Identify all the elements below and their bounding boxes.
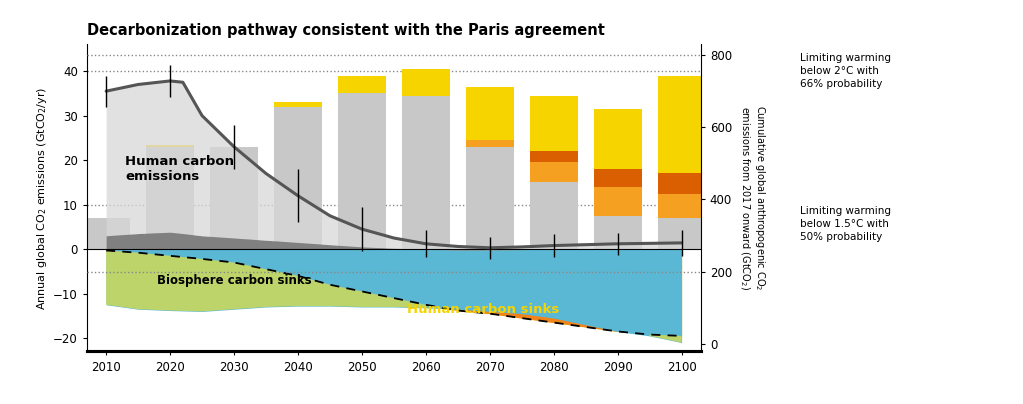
Bar [593,109,641,169]
Text: Decarbonization pathway consistent with the Paris agreement: Decarbonization pathway consistent with … [87,23,605,38]
Bar [658,76,706,173]
Bar [530,162,578,182]
Bar [210,147,258,249]
Bar [465,140,514,147]
Bar [658,173,706,194]
Bar [402,69,450,96]
Bar [465,147,514,249]
Bar [146,145,194,147]
Bar [530,182,578,249]
Text: Human carbon
emissions: Human carbon emissions [125,155,234,183]
Bar [593,187,641,216]
Bar [146,147,194,249]
Text: Biosphere carbon sinks: Biosphere carbon sinks [158,274,312,287]
Text: Human carbon sinks: Human carbon sinks [406,303,559,316]
Bar [338,76,386,93]
Bar [465,87,514,140]
Bar [82,218,130,249]
Bar [338,93,386,249]
Text: Limiting warming
below 1.5°C with
50% probability: Limiting warming below 1.5°C with 50% pr… [800,206,891,242]
Bar [593,216,641,249]
Text: Limiting warming
below 2°C with
66% probability: Limiting warming below 2°C with 66% prob… [800,53,891,89]
Bar [658,194,706,218]
Y-axis label: Cumulative global anthropogenic CO$_2$
emissions from 2017 onward (GtCO$_2$): Cumulative global anthropogenic CO$_2$ e… [738,105,767,291]
Bar [530,96,578,151]
Bar [274,107,322,249]
Bar [402,96,450,249]
Bar [530,151,578,162]
Bar [658,218,706,249]
Y-axis label: Annual global CO$_2$ emissions (GtCO$_2$/yr): Annual global CO$_2$ emissions (GtCO$_2$… [35,86,49,309]
Bar [593,169,641,187]
Bar [274,102,322,107]
